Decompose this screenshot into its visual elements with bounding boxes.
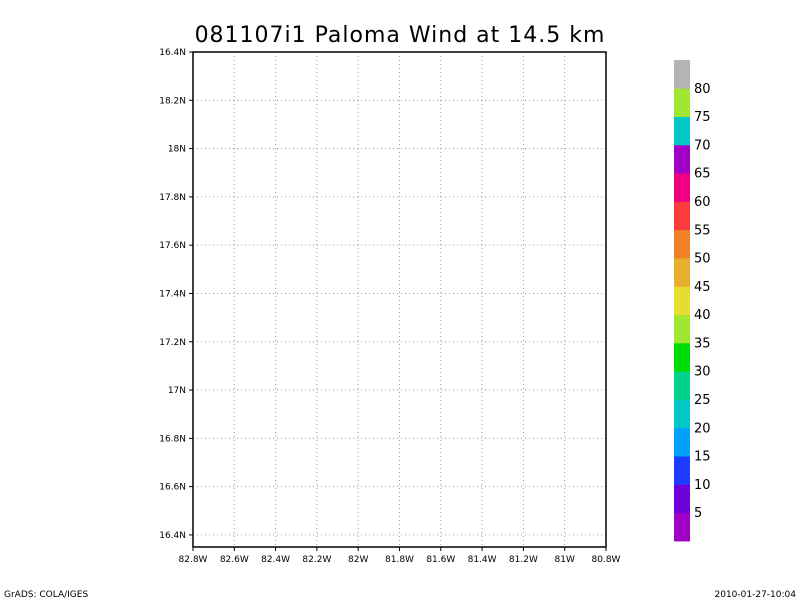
colorbar-label: 5 xyxy=(694,506,702,521)
y-tick-label: 17N xyxy=(168,386,186,396)
colorbar-label: 40 xyxy=(694,308,711,323)
colorbar-segment xyxy=(674,144,690,174)
colorbar-label: 80 xyxy=(694,82,711,97)
y-tick-label: 16.8N xyxy=(159,434,186,444)
colorbar-label: 25 xyxy=(694,393,711,408)
y-tick-label: 17.2N xyxy=(159,338,186,348)
x-tick-label: 82.6W xyxy=(220,555,249,565)
y-tick-label: 16.4N xyxy=(159,48,186,58)
colorbar-label: 10 xyxy=(694,478,711,493)
colorbar-label: 20 xyxy=(694,421,711,436)
colorbar-label: 15 xyxy=(694,450,711,465)
colorbar-label: 30 xyxy=(694,365,711,380)
x-tick-label: 80.8W xyxy=(592,555,621,565)
colorbar-label: 60 xyxy=(694,195,711,210)
colorbar-segment xyxy=(674,371,690,400)
y-tick-label: 16.4N xyxy=(159,531,186,541)
colorbar-segment xyxy=(674,314,690,344)
colorbar-segment xyxy=(674,456,690,485)
colorbar-segment xyxy=(674,201,690,231)
y-tick-label: 17.4N xyxy=(159,289,186,299)
footer-left: GrADS: COLA/IGES xyxy=(4,590,88,600)
colorbar-segment xyxy=(674,258,690,287)
footer-right: 2010-01-27-10:04 xyxy=(715,590,797,600)
colorbar-segment xyxy=(674,342,690,372)
colorbar-label: 50 xyxy=(694,252,711,267)
colorbar-label: 55 xyxy=(694,223,711,238)
x-axis-ticks: 82.8W 82.6W 82.4W 82.2W 82W 81.8W 81.6W 81.4W 81… xyxy=(179,547,621,565)
colorbar-segment xyxy=(674,427,690,457)
colorbar-segment xyxy=(674,173,690,202)
colorbar-segment xyxy=(674,512,690,542)
colorbar-segment xyxy=(674,399,690,429)
x-tick-label: 81.4W xyxy=(468,555,497,565)
colorbar-segment xyxy=(674,88,690,117)
chart-title: 081107i1 Paloma Wind at 14.5 km xyxy=(195,23,606,48)
y-tick-label: 18N xyxy=(168,145,186,155)
colorbar: 5 10 15 20 25 30 35 40 45 50 55 60 65 70 75 80 xyxy=(674,60,711,542)
y-tick-label: 17.8N xyxy=(159,193,186,203)
y-tick-label: 16.6N xyxy=(159,483,186,493)
x-tick-label: 82.8W xyxy=(179,555,208,565)
colorbar-label: 35 xyxy=(694,336,711,351)
colorbar-label: 65 xyxy=(694,167,711,182)
x-tick-label: 81.8W xyxy=(385,555,414,565)
colorbar-segment xyxy=(674,229,690,259)
colorbar-label: 45 xyxy=(694,280,711,295)
grid-lines xyxy=(193,52,606,547)
x-tick-label: 82W xyxy=(348,555,368,565)
colorbar-segment xyxy=(674,116,690,146)
x-tick-label: 82.4W xyxy=(261,555,290,565)
x-tick-label: 81W xyxy=(555,555,575,565)
y-tick-label: 17.6N xyxy=(159,241,186,251)
colorbar-label: 75 xyxy=(694,110,711,125)
colorbar-segment xyxy=(674,484,690,514)
colorbar-segment xyxy=(674,60,690,89)
colorbar-segment xyxy=(674,286,690,316)
x-tick-label: 82.2W xyxy=(302,555,331,565)
y-tick-label: 18.2N xyxy=(159,96,186,106)
x-tick-label: 81.6W xyxy=(426,555,455,565)
y-axis-ticks: 16.4N 16.6N 16.8N 17N 17.2N 17.4N 17.6N 17.8N 18… xyxy=(159,48,193,541)
x-tick-label: 81.2W xyxy=(509,555,538,565)
colorbar-label: 70 xyxy=(694,138,711,153)
